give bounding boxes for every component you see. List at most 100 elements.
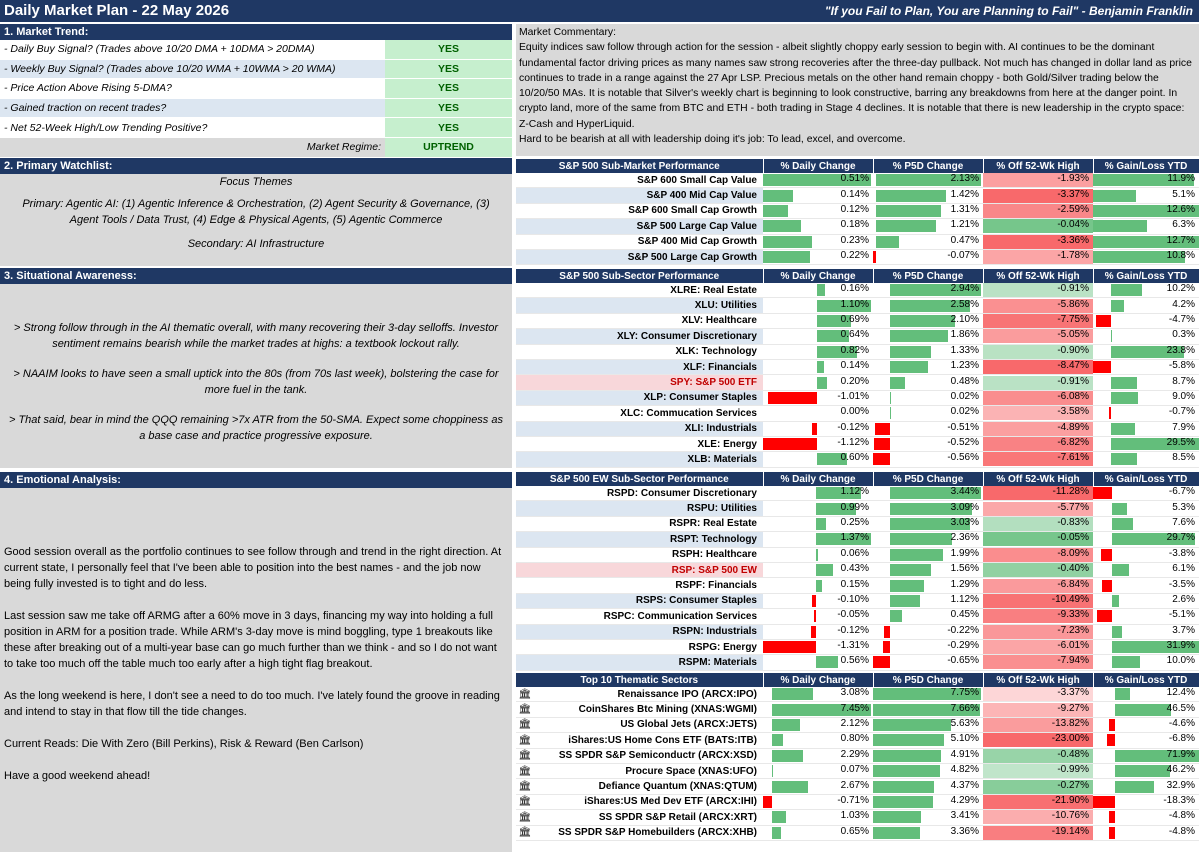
value-cell-off: -6.01% bbox=[983, 639, 1093, 656]
value-cell-p5: 2.36% bbox=[873, 531, 983, 548]
column-header: % Gain/Loss YTD bbox=[1093, 673, 1199, 687]
negative-bar bbox=[1109, 826, 1115, 839]
column-header: % P5D Change bbox=[873, 159, 984, 173]
value-text: -0.05% bbox=[1057, 532, 1089, 544]
situational-point-3: > That said, bear in mind the QQQ remain… bbox=[8, 414, 503, 442]
trend-value: YES bbox=[385, 117, 512, 138]
value-text: -0.12% bbox=[837, 421, 869, 433]
page-title: Daily Market Plan - 22 May 2026 bbox=[4, 2, 230, 19]
positive-bar bbox=[1093, 174, 1195, 187]
trend-row: - Price Action Above Rising 5-DMA? YES bbox=[0, 78, 512, 99]
positive-bar bbox=[890, 579, 925, 592]
value-text: 1.42% bbox=[950, 188, 979, 200]
positive-bar bbox=[817, 376, 828, 389]
value-text: 7.6% bbox=[1172, 516, 1195, 528]
value-text: 0.14% bbox=[840, 188, 869, 200]
value-text: -3.37% bbox=[1057, 188, 1089, 200]
value-cell-p5: 4.29% bbox=[873, 794, 984, 811]
table-row: XLP: Consumer Staples -1.01% 0.02% -6.08% 9.… bbox=[516, 390, 1199, 407]
negative-bar bbox=[1093, 487, 1112, 500]
value-cell-off: -7.61% bbox=[983, 451, 1093, 468]
value-cell-d: 0.43% bbox=[763, 562, 873, 579]
value-cell-ytd: 4.2% bbox=[1093, 297, 1199, 314]
value-text: 1.21% bbox=[950, 219, 979, 231]
row-name: S&P 400 Mid Cap Value bbox=[516, 187, 763, 204]
value-text: -0.22% bbox=[947, 624, 979, 636]
value-text: -9.27% bbox=[1057, 702, 1090, 714]
value-cell-off: -6.84% bbox=[983, 577, 1093, 594]
value-text: -0.83% bbox=[1057, 516, 1089, 528]
positive-bar bbox=[876, 220, 936, 233]
ew-sub-sector-table: S&P 500 EW Sub-Sector Performance% Daily… bbox=[516, 472, 1199, 671]
emotional-para-5: Have a good weekend ahead! bbox=[4, 770, 151, 782]
negative-bar bbox=[873, 656, 891, 669]
value-cell-p5: 1.21% bbox=[873, 218, 983, 235]
table-title: S&P 500 Sub-Sector Performance bbox=[516, 269, 764, 283]
regime-label: Market Regime: bbox=[0, 137, 385, 158]
table-row: 🏛 iShares:US Home Cons ETF (BATS:ITB) 0.80… bbox=[516, 732, 1199, 749]
value-text: 7.45% bbox=[840, 702, 870, 714]
value-cell-d: 0.60% bbox=[763, 451, 873, 468]
value-cell-ytd: -18.3% bbox=[1093, 794, 1199, 811]
value-text: 2.13% bbox=[950, 173, 979, 185]
column-header: % Daily Change bbox=[763, 269, 874, 283]
emotional-para-3: As the long weekend is here, I don't see… bbox=[4, 690, 500, 718]
value-text: 46.2% bbox=[1166, 764, 1196, 776]
table-title: Top 10 Thematic Sectors bbox=[516, 673, 764, 687]
value-cell-d: -1.01% bbox=[763, 390, 873, 407]
focus-themes: Focus Themes Primary: Agentic AI: (1) Ag… bbox=[0, 174, 512, 266]
positive-bar bbox=[873, 780, 934, 793]
row-name: XLK: Technology bbox=[516, 344, 763, 360]
value-text: -6.01% bbox=[1057, 640, 1089, 652]
off-high-fill: -5.05% bbox=[983, 329, 1093, 344]
column-header: % Off 52-Wk High bbox=[983, 472, 1094, 486]
row-name: S&P 500 Large Cap Value bbox=[516, 218, 763, 235]
value-cell-off: -3.37% bbox=[983, 687, 1094, 703]
positive-bar bbox=[1110, 453, 1137, 466]
trend-row: - Net 52-Week High/Low Trending Positive… bbox=[0, 117, 512, 138]
value-cell-off: -23.00% bbox=[983, 732, 1094, 749]
off-high-fill: -6.82% bbox=[983, 437, 1093, 452]
emotional-para-4: Current Reads: Die With Zero (Bill Perki… bbox=[4, 738, 364, 750]
positive-bar bbox=[817, 345, 858, 358]
table-title: S&P 500 EW Sub-Sector Performance bbox=[516, 472, 764, 486]
value-text: 0.16% bbox=[840, 283, 869, 295]
positive-bar bbox=[1110, 391, 1139, 404]
value-text: 5.1% bbox=[1172, 188, 1195, 200]
value-text: -9.33% bbox=[1057, 609, 1089, 621]
positive-bar bbox=[815, 564, 834, 577]
positive-bar bbox=[1111, 564, 1129, 577]
value-text: 0.02% bbox=[950, 390, 979, 402]
positive-bar bbox=[890, 407, 891, 420]
table-row: XLB: Materials 0.60% -0.56% -7.61% 8.5% bbox=[516, 451, 1199, 468]
value-text: 2.58% bbox=[950, 298, 979, 310]
off-high-fill: -9.33% bbox=[983, 609, 1093, 624]
value-text: -3.58% bbox=[1057, 406, 1089, 418]
value-text: 5.3% bbox=[1172, 501, 1195, 513]
off-high-fill: -0.91% bbox=[983, 375, 1093, 390]
negative-bar bbox=[810, 625, 816, 638]
off-high-fill: -9.27% bbox=[983, 702, 1094, 717]
value-cell-d: 0.20% bbox=[763, 374, 873, 391]
value-text: 12.7% bbox=[1166, 234, 1195, 246]
value-cell-ytd: -5.1% bbox=[1093, 608, 1199, 625]
value-cell-off: -3.36% bbox=[983, 234, 1093, 250]
off-high-fill: -6.01% bbox=[983, 640, 1093, 655]
value-text: 1.23% bbox=[950, 360, 979, 372]
positive-bar bbox=[1093, 251, 1185, 264]
positive-bar bbox=[1114, 688, 1130, 701]
off-high-fill: -13.82% bbox=[983, 717, 1094, 732]
value-cell-off: -0.27% bbox=[983, 778, 1094, 795]
value-cell-p5: 2.13% bbox=[873, 173, 983, 189]
situational-body: > Strong follow through in the AI themat… bbox=[0, 284, 512, 468]
table-row: S&P 600 Small Cap Value 0.51% 2.13% -1.93% 1… bbox=[516, 173, 1199, 189]
value-cell-p5: 3.44% bbox=[873, 486, 983, 502]
row-name: XLI: Industrials bbox=[516, 421, 763, 437]
value-cell-p5: 0.45% bbox=[873, 608, 983, 625]
value-cell-p5: 5.63% bbox=[873, 717, 984, 734]
positive-bar bbox=[890, 330, 948, 343]
value-text: 0.23% bbox=[840, 234, 869, 246]
positive-bar bbox=[1111, 625, 1123, 638]
value-cell-d: 1.12% bbox=[763, 486, 873, 502]
value-text: -8.09% bbox=[1057, 547, 1089, 559]
